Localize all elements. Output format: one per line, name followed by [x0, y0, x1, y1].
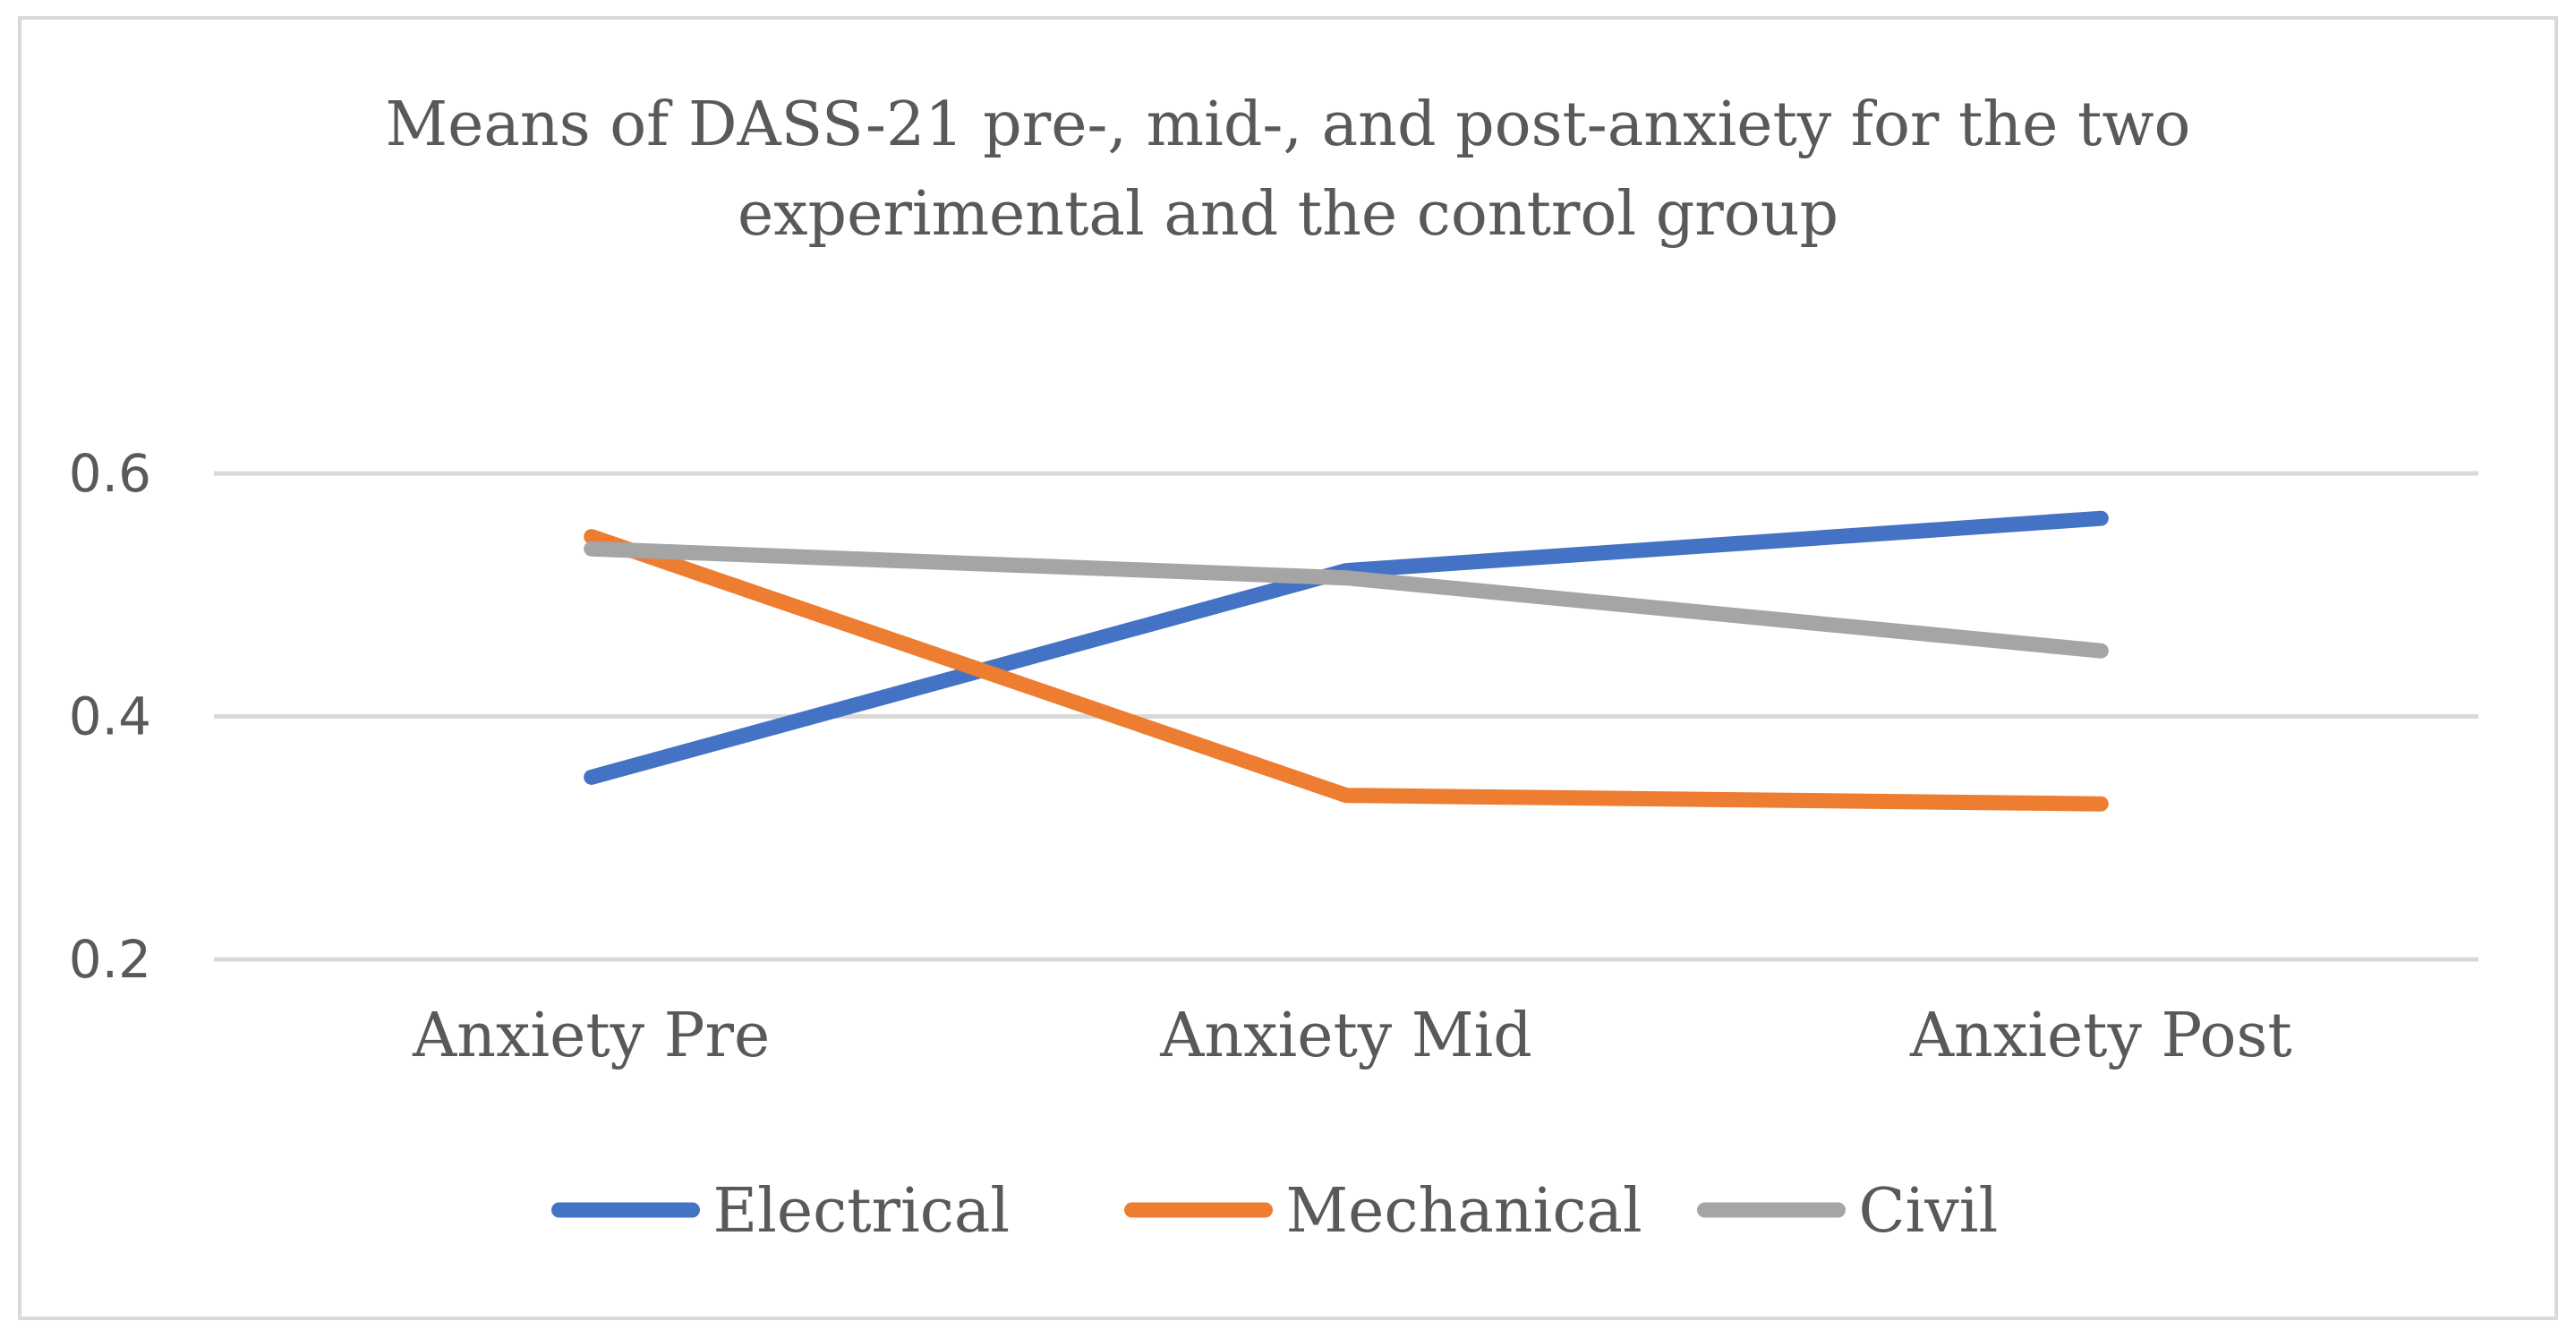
y-axis-ticks: 0.2 0.4 0.6 [69, 443, 151, 990]
legend-label: Mechanical [1286, 1176, 1642, 1247]
chart-title-line-1: Means of DASS-21 pre-, mid-, and post-an… [386, 89, 2191, 160]
chart-frame: Means of DASS-21 pre-, mid-, and post-an… [18, 16, 2558, 1320]
legend-label: Electrical [713, 1176, 1011, 1247]
legend-item-civil: Civil [1697, 1176, 1999, 1247]
x-axis-ticks: Anxiety Pre Anxiety Mid Anxiety Post [412, 1001, 2292, 1071]
x-tick-label: Anxiety Mid [1159, 1001, 1532, 1071]
series-line-civil [584, 541, 2109, 659]
legend-item-mechanical: Mechanical [1124, 1176, 1642, 1247]
series-line-mechanical [584, 529, 2109, 812]
chart-title: Means of DASS-21 pre-, mid-, and post-an… [386, 89, 2191, 250]
x-tick-label: Anxiety Post [1909, 1001, 2292, 1071]
y-tick-label: 0.4 [69, 686, 151, 747]
legend-item-electrical: Electrical [551, 1176, 1011, 1247]
x-tick-label: Anxiety Pre [412, 1001, 770, 1071]
line-chart: Means of DASS-21 pre-, mid-, and post-an… [69, 89, 2478, 1247]
legend-label: Civil [1859, 1176, 1999, 1247]
series-lines [584, 510, 2109, 812]
y-tick-label: 0.6 [69, 443, 151, 504]
chart-title-line-2: experimental and the control group [738, 179, 1838, 250]
gridlines [214, 471, 2478, 962]
y-tick-label: 0.2 [69, 929, 151, 990]
legend: Electrical Mechanical Civil [551, 1176, 1999, 1247]
